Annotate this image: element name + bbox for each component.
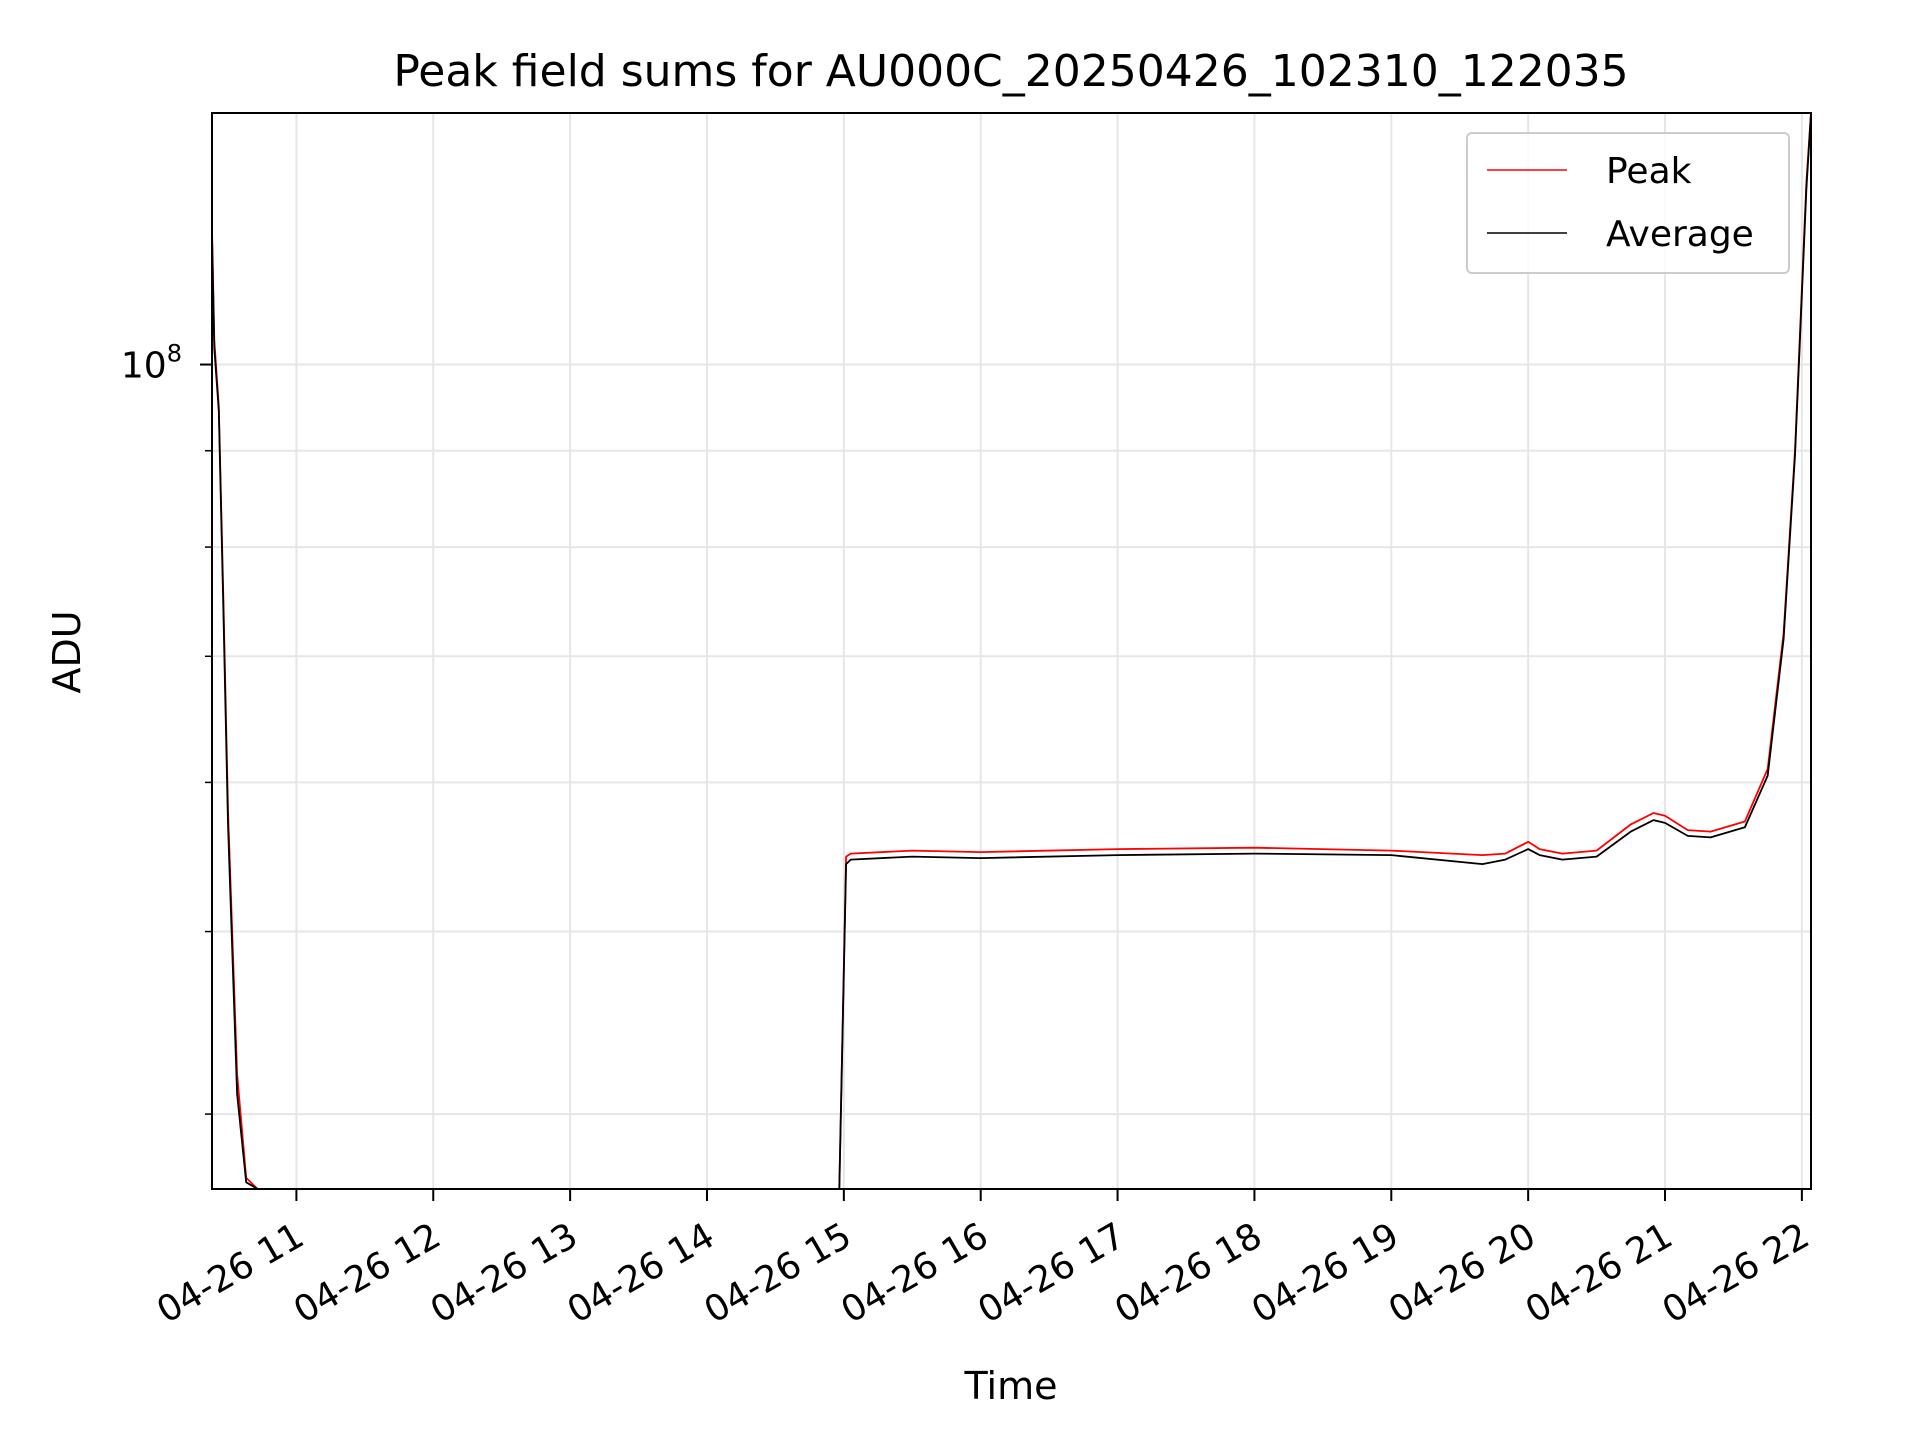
y-axis-label: ADU [45, 610, 89, 693]
legend-label-average: Average [1606, 214, 1754, 255]
y-axis: 108 [121, 340, 212, 387]
y-tick-label: 108 [121, 340, 182, 387]
y-tick-base: 10 [121, 346, 167, 387]
legend: Peak Average [1466, 132, 1790, 274]
x-axis-label: Time [964, 1364, 1058, 1408]
series-layer [212, 113, 1811, 1189]
legend-box [1466, 132, 1790, 274]
chart-title: Peak field sums for AU000C_20250426_1023… [393, 46, 1628, 97]
legend-label-peak: Peak [1606, 151, 1692, 192]
plot-frame [211, 112, 1812, 1190]
y-tick-exponent: 8 [167, 340, 182, 368]
series-line-peak [212, 113, 1811, 1189]
series-line-average [212, 113, 1811, 1189]
y-minor-ticks [205, 449, 212, 1115]
grid [212, 113, 1811, 1189]
